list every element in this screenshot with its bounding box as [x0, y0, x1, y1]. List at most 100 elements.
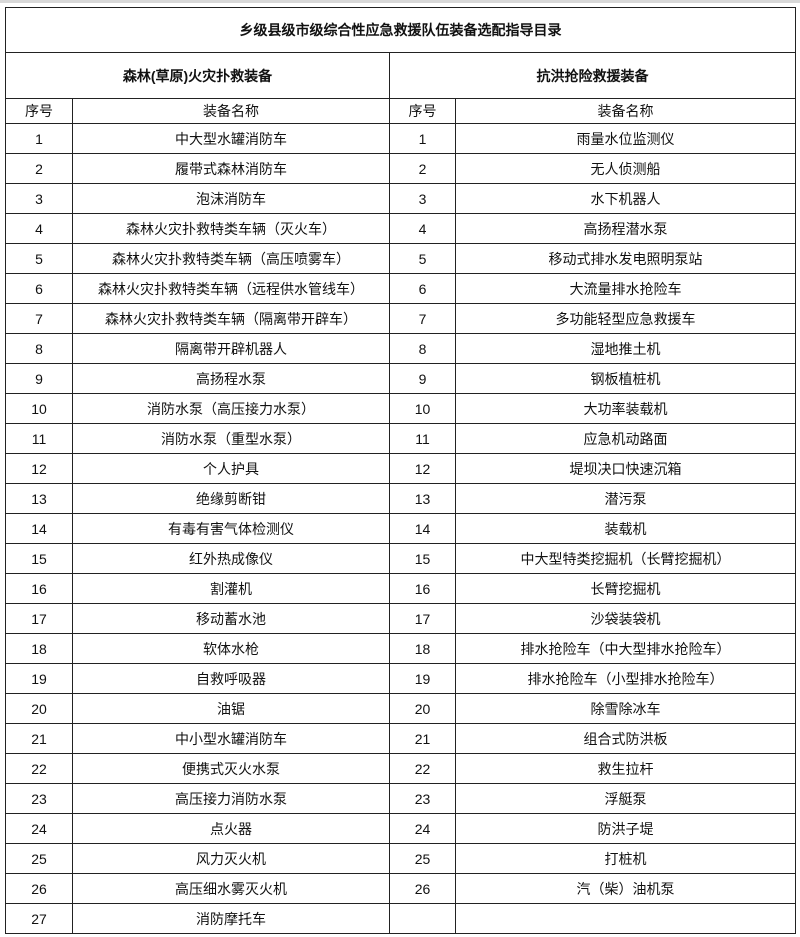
table-row: 5 森林火灾扑救特类车辆（高压喷雾车） 5 移动式排水发电照明泵站	[5, 243, 796, 274]
table-row: 21 中小型水罐消防车 21 组合式防洪板	[5, 723, 796, 754]
right-item-name: 打桩机	[455, 843, 796, 874]
right-item-no: 3	[389, 183, 456, 214]
left-item-no: 8	[5, 333, 73, 364]
table-row: 17 移动蓄水池 17 沙袋装袋机	[5, 603, 796, 634]
left-item-name: 高压细水雾灭火机	[72, 873, 390, 904]
right-item-no: 25	[389, 843, 456, 874]
table-row: 24 点火器 24 防洪子堤	[5, 813, 796, 844]
left-item-no: 4	[5, 213, 73, 244]
left-item-name: 移动蓄水池	[72, 603, 390, 634]
left-item-no: 18	[5, 633, 73, 664]
left-item-name: 消防摩托车	[72, 903, 390, 934]
right-item-no: 1	[389, 123, 456, 154]
left-item-no: 26	[5, 873, 73, 904]
left-item-name: 高压接力消防水泵	[72, 783, 390, 814]
left-item-name: 隔离带开辟机器人	[72, 333, 390, 364]
right-item-name: 排水抢险车（小型排水抢险车）	[455, 663, 796, 694]
table-row: 15 红外热成像仪 15 中大型特类挖掘机（长臂挖掘机）	[5, 543, 796, 574]
right-item-name: 湿地推土机	[455, 333, 796, 364]
table-row: 20 油锯 20 除雪除冰车	[5, 693, 796, 724]
table-row: 1 中大型水罐消防车 1 雨量水位监测仪	[5, 123, 796, 154]
right-item-no: 26	[389, 873, 456, 904]
left-item-no: 3	[5, 183, 73, 214]
left-item-name: 个人护具	[72, 453, 390, 484]
left-item-name: 泡沫消防车	[72, 183, 390, 214]
table-row: 13 绝缘剪断钳 13 潜污泵	[5, 483, 796, 514]
right-item-name: 中大型特类挖掘机（长臂挖掘机）	[455, 543, 796, 574]
left-item-name: 红外热成像仪	[72, 543, 390, 574]
right-item-no: 12	[389, 453, 456, 484]
right-item-no: 16	[389, 573, 456, 604]
table-row: 18 软体水枪 18 排水抢险车（中大型排水抢险车）	[5, 633, 796, 664]
equipment-table: 乡级县级市级综合性应急救援队伍装备选配指导目录 森林(草原)火灾扑救装备 抗洪抢…	[5, 7, 796, 934]
left-item-name: 自救呼吸器	[72, 663, 390, 694]
left-item-no: 17	[5, 603, 73, 634]
left-item-no: 21	[5, 723, 73, 754]
right-item-no: 17	[389, 603, 456, 634]
right-item-name: 堤坝决口快速沉箱	[455, 453, 796, 484]
table-row: 27 消防摩托车	[5, 903, 796, 934]
right-item-no	[389, 903, 456, 934]
table-row: 26 高压细水雾灭火机 26 汽（柴）油机泵	[5, 873, 796, 904]
right-item-no: 6	[389, 273, 456, 304]
left-item-name: 森林火灾扑救特类车辆（灭火车）	[72, 213, 390, 244]
left-item-name: 森林火灾扑救特类车辆（远程供水管线车）	[72, 273, 390, 304]
left-item-name: 风力灭火机	[72, 843, 390, 874]
right-item-name: 潜污泵	[455, 483, 796, 514]
right-item-no: 20	[389, 693, 456, 724]
right-item-name: 装载机	[455, 513, 796, 544]
right-item-no: 9	[389, 363, 456, 394]
left-item-no: 6	[5, 273, 73, 304]
left-item-no: 1	[5, 123, 73, 154]
table-row: 2 履带式森林消防车 2 无人侦测船	[5, 153, 796, 184]
right-item-name: 除雪除冰车	[455, 693, 796, 724]
left-item-no: 9	[5, 363, 73, 394]
right-item-no: 19	[389, 663, 456, 694]
left-item-no: 5	[5, 243, 73, 274]
table-row: 4 森林火灾扑救特类车辆（灭火车） 4 高扬程潜水泵	[5, 213, 796, 244]
right-item-no: 14	[389, 513, 456, 544]
right-item-name: 无人侦测船	[455, 153, 796, 184]
left-item-name: 履带式森林消防车	[72, 153, 390, 184]
table-row: 10 消防水泵（高压接力水泵） 10 大功率装载机	[5, 393, 796, 424]
right-item-no: 10	[389, 393, 456, 424]
right-item-no: 4	[389, 213, 456, 244]
right-item-no: 7	[389, 303, 456, 334]
right-item-name: 高扬程潜水泵	[455, 213, 796, 244]
left-item-name: 消防水泵（重型水泵）	[72, 423, 390, 454]
right-item-no: 23	[389, 783, 456, 814]
left-item-name: 中大型水罐消防车	[72, 123, 390, 154]
right-item-name: 沙袋装袋机	[455, 603, 796, 634]
left-item-no: 13	[5, 483, 73, 514]
column-header-no: 序号	[389, 98, 456, 124]
page-title: 乡级县级市级综合性应急救援队伍装备选配指导目录	[5, 7, 796, 53]
left-item-name: 割灌机	[72, 573, 390, 604]
left-item-name: 森林火灾扑救特类车辆（高压喷雾车）	[72, 243, 390, 274]
column-header-no: 序号	[5, 98, 73, 124]
right-item-no: 22	[389, 753, 456, 784]
left-item-no: 25	[5, 843, 73, 874]
right-item-no: 13	[389, 483, 456, 514]
table-row: 16 割灌机 16 长臂挖掘机	[5, 573, 796, 604]
left-item-no: 16	[5, 573, 73, 604]
left-item-name: 油锯	[72, 693, 390, 724]
table-row: 8 隔离带开辟机器人 8 湿地推土机	[5, 333, 796, 364]
left-item-name: 高扬程水泵	[72, 363, 390, 394]
right-item-name: 排水抢险车（中大型排水抢险车）	[455, 633, 796, 664]
left-item-no: 11	[5, 423, 73, 454]
right-item-no: 18	[389, 633, 456, 664]
table-row: 25 风力灭火机 25 打桩机	[5, 843, 796, 874]
right-item-name: 雨量水位监测仪	[455, 123, 796, 154]
left-item-name: 有毒有害气体检测仪	[72, 513, 390, 544]
table-row: 14 有毒有害气体检测仪 14 装载机	[5, 513, 796, 544]
left-item-name: 点火器	[72, 813, 390, 844]
right-item-name: 移动式排水发电照明泵站	[455, 243, 796, 274]
left-item-name: 中小型水罐消防车	[72, 723, 390, 754]
left-item-no: 2	[5, 153, 73, 184]
right-item-name	[455, 903, 796, 934]
top-border	[0, 0, 800, 3]
left-item-no: 12	[5, 453, 73, 484]
table-row: 22 便携式灭火水泵 22 救生拉杆	[5, 753, 796, 784]
column-header-name: 装备名称	[455, 98, 796, 124]
table-row: 7 森林火灾扑救特类车辆（隔离带开辟车） 7 多功能轻型应急救援车	[5, 303, 796, 334]
